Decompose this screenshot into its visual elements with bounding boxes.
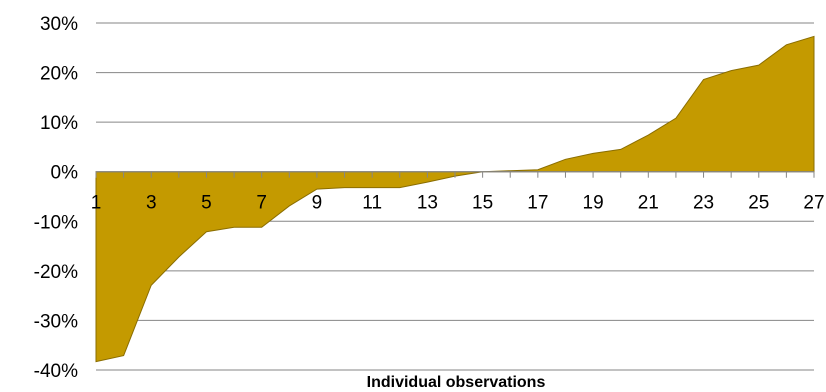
x-tick-label: 17 [527,193,548,214]
y-tick-label: 20% [40,64,78,85]
area-series-fill [95,35,815,363]
y-tick-label: -30% [34,311,78,332]
x-tick-labels: 1 3 5 7 9 11 13 15 17 19 21 23 25 27 [91,193,825,214]
x-tick-label: 13 [417,193,438,214]
x-tick-label: 11 [362,193,382,214]
x-tick-label: 23 [693,193,714,214]
x-tick-label: 1 [91,193,102,214]
area-series [95,35,815,363]
x-tick-label: 27 [803,193,824,214]
x-axis-title: Individual observations [367,374,546,391]
x-axis [95,171,815,178]
y-tick-label: -40% [34,361,78,382]
x-tick-label: 19 [583,193,604,214]
y-tick-labels: 30% 20% 10% 0% -10% -20% -30% -40% [34,14,78,382]
y-tick-label: 30% [40,14,78,35]
x-tick-label: 21 [638,193,659,214]
x-tick-label: 3 [146,193,157,214]
y-tick-label: -10% [34,212,78,233]
x-tick-label: 15 [472,193,493,214]
x-tick-label: 25 [748,193,769,214]
x-tick-label: 7 [256,193,267,214]
y-tick-label: 10% [40,113,78,134]
x-tick-label: 9 [312,193,323,214]
y-tick-label: 0% [51,163,79,184]
y-tick-label: -20% [34,262,78,283]
x-tick-label: 5 [201,193,212,214]
